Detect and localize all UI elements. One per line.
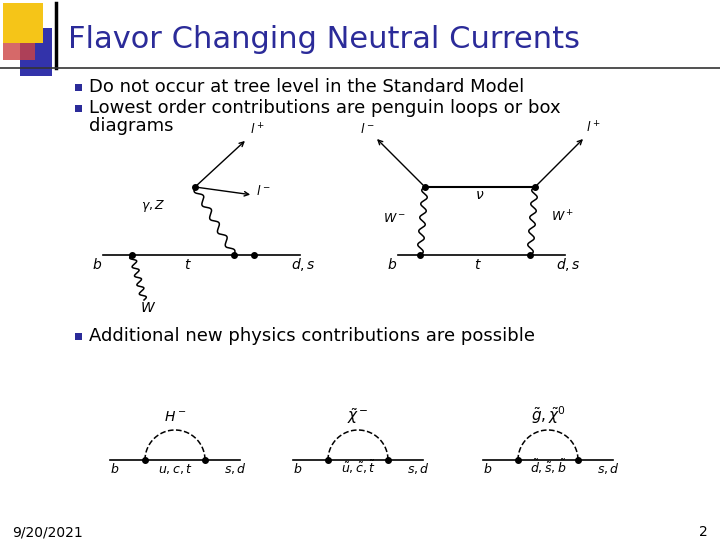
Text: $l^+$: $l^+$ — [250, 123, 264, 138]
Text: $b$: $b$ — [387, 257, 397, 272]
Text: $b$: $b$ — [483, 462, 492, 476]
Text: Lowest order contributions are penguin loops or box: Lowest order contributions are penguin l… — [89, 99, 561, 117]
Bar — [3, 28, 35, 60]
Bar — [74, 105, 81, 111]
Bar — [74, 84, 81, 91]
Text: $\nu$: $\nu$ — [475, 188, 485, 202]
Text: $d,s$: $d,s$ — [556, 256, 580, 273]
Text: $t$: $t$ — [184, 258, 192, 272]
Text: $l^+$: $l^+$ — [586, 121, 600, 136]
Bar — [74, 333, 81, 340]
Text: $s, d$: $s, d$ — [223, 461, 246, 476]
Text: $l^-$: $l^-$ — [256, 184, 271, 198]
Text: $b$: $b$ — [92, 257, 102, 272]
Text: $\tilde{d}, \tilde{s}, \tilde{b}$: $\tilde{d}, \tilde{s}, \tilde{b}$ — [530, 457, 567, 476]
Text: $b$: $b$ — [293, 462, 302, 476]
Text: $\gamma, Z$: $\gamma, Z$ — [140, 198, 166, 214]
Bar — [20, 28, 52, 76]
Text: $\tilde{\chi}^-$: $\tilde{\chi}^-$ — [347, 406, 369, 426]
Text: $\tilde{u}, \tilde{c}, \tilde{t}$: $\tilde{u}, \tilde{c}, \tilde{t}$ — [341, 458, 375, 476]
Bar — [3, 3, 43, 43]
Text: diagrams: diagrams — [89, 117, 174, 135]
Text: Additional new physics contributions are possible: Additional new physics contributions are… — [89, 327, 535, 345]
Text: 9/20/2021: 9/20/2021 — [12, 525, 83, 539]
Text: Flavor Changing Neutral Currents: Flavor Changing Neutral Currents — [68, 25, 580, 55]
Text: $H^-$: $H^-$ — [164, 410, 186, 424]
Text: $W^+$: $W^+$ — [552, 210, 575, 225]
Text: $l^-$: $l^-$ — [360, 122, 374, 136]
Text: $W^-$: $W^-$ — [383, 212, 407, 225]
Text: $s, d$: $s, d$ — [407, 461, 429, 476]
Text: $W$: $W$ — [140, 301, 156, 315]
Text: Do not occur at tree level in the Standard Model: Do not occur at tree level in the Standa… — [89, 78, 524, 96]
Text: $t$: $t$ — [474, 258, 482, 272]
Text: $\tilde{g}, \tilde{\chi}^0$: $\tilde{g}, \tilde{\chi}^0$ — [531, 404, 565, 426]
Text: $b$: $b$ — [110, 462, 120, 476]
Text: 2: 2 — [699, 525, 708, 539]
Text: $u, c, t$: $u, c, t$ — [158, 462, 192, 476]
Text: $d,s$: $d,s$ — [291, 256, 315, 273]
Text: $s, d$: $s, d$ — [597, 461, 619, 476]
